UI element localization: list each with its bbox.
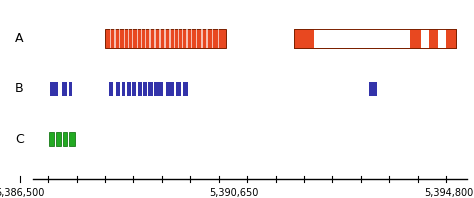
Text: 5,390,650: 5,390,650 (210, 188, 259, 198)
Bar (166, 82, 174, 96)
Bar (114, 30, 116, 49)
Bar (116, 82, 119, 96)
Bar (56, 132, 61, 146)
Bar (132, 30, 133, 49)
Bar (50, 82, 57, 96)
Bar (206, 30, 208, 49)
Bar (314, 30, 410, 49)
Bar (438, 30, 446, 49)
Bar (176, 82, 181, 96)
Bar (127, 82, 131, 96)
Bar (293, 30, 314, 49)
Bar (145, 30, 146, 49)
Text: A: A (15, 32, 24, 46)
Bar (182, 30, 183, 49)
Bar (154, 82, 164, 96)
Bar (154, 30, 155, 49)
Bar (169, 30, 171, 49)
Bar (368, 82, 377, 96)
Bar (69, 82, 72, 96)
Bar (128, 30, 129, 49)
Bar (191, 30, 192, 49)
Text: B: B (15, 83, 24, 95)
Bar (119, 30, 120, 49)
Bar (196, 30, 198, 49)
Bar (105, 30, 227, 49)
Bar (164, 30, 166, 49)
Bar (143, 82, 147, 96)
Bar (132, 82, 136, 96)
Bar (186, 30, 188, 49)
Bar (137, 82, 142, 96)
Bar (178, 30, 179, 49)
Text: C: C (15, 132, 24, 146)
Bar (293, 30, 456, 49)
Text: 5,394,800: 5,394,800 (424, 188, 473, 198)
Bar (124, 30, 125, 49)
Bar (148, 82, 153, 96)
Bar (159, 30, 161, 49)
Bar (218, 30, 219, 49)
Bar (421, 30, 429, 49)
Bar (183, 82, 188, 96)
Bar (174, 30, 175, 49)
Bar (109, 82, 113, 96)
Bar (122, 82, 125, 96)
Bar (63, 132, 67, 146)
Text: 5,386,500: 5,386,500 (0, 188, 45, 198)
Bar (137, 30, 138, 49)
Bar (141, 30, 142, 49)
Bar (201, 30, 202, 49)
Bar (429, 30, 438, 49)
Bar (49, 132, 54, 146)
Bar (446, 30, 456, 49)
Bar (69, 132, 74, 146)
Bar (149, 30, 151, 49)
Bar (293, 30, 456, 49)
Bar (212, 30, 213, 49)
Bar (109, 30, 111, 49)
Bar (62, 82, 67, 96)
Bar (410, 30, 421, 49)
